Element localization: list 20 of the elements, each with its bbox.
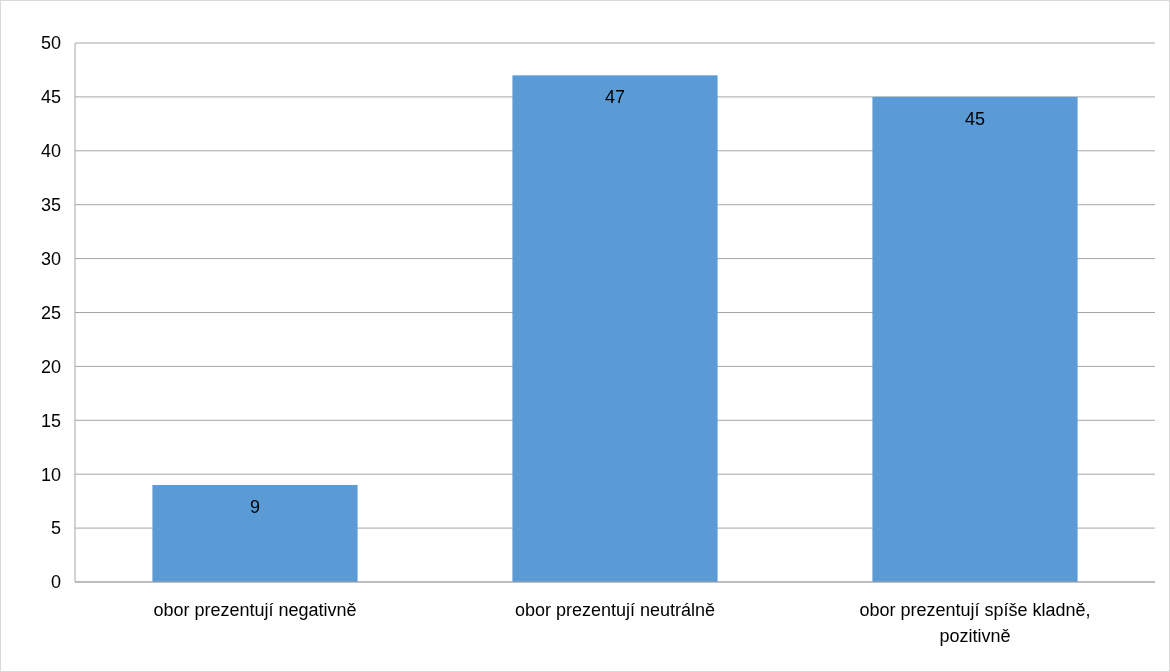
bar <box>512 75 718 582</box>
y-tick-label: 25 <box>40 302 61 323</box>
x-tick-label: obor prezentují neutrálně <box>514 600 716 620</box>
y-tick-label: 15 <box>40 410 61 431</box>
y-tick-label: 40 <box>40 141 61 162</box>
y-tick-label: 35 <box>40 195 61 215</box>
y-tick-label: 5 <box>50 518 61 539</box>
x-tick-label: obor prezentují spíše kladně, pozitivně <box>859 600 1091 646</box>
data-label: 47 <box>604 87 626 108</box>
y-tick-label: 0 <box>50 572 61 593</box>
y-tick-label: 50 <box>40 33 61 54</box>
y-tick-label: 45 <box>40 87 61 108</box>
data-label: 45 <box>964 108 986 129</box>
bar <box>872 96 1078 582</box>
y-tick-label: 30 <box>40 248 61 269</box>
x-tick-label: obor prezentují negativně <box>153 600 357 620</box>
bar <box>152 484 358 582</box>
data-label: 9 <box>249 496 261 517</box>
y-tick-label: 10 <box>40 464 61 485</box>
y-tick-label: 20 <box>40 356 61 377</box>
